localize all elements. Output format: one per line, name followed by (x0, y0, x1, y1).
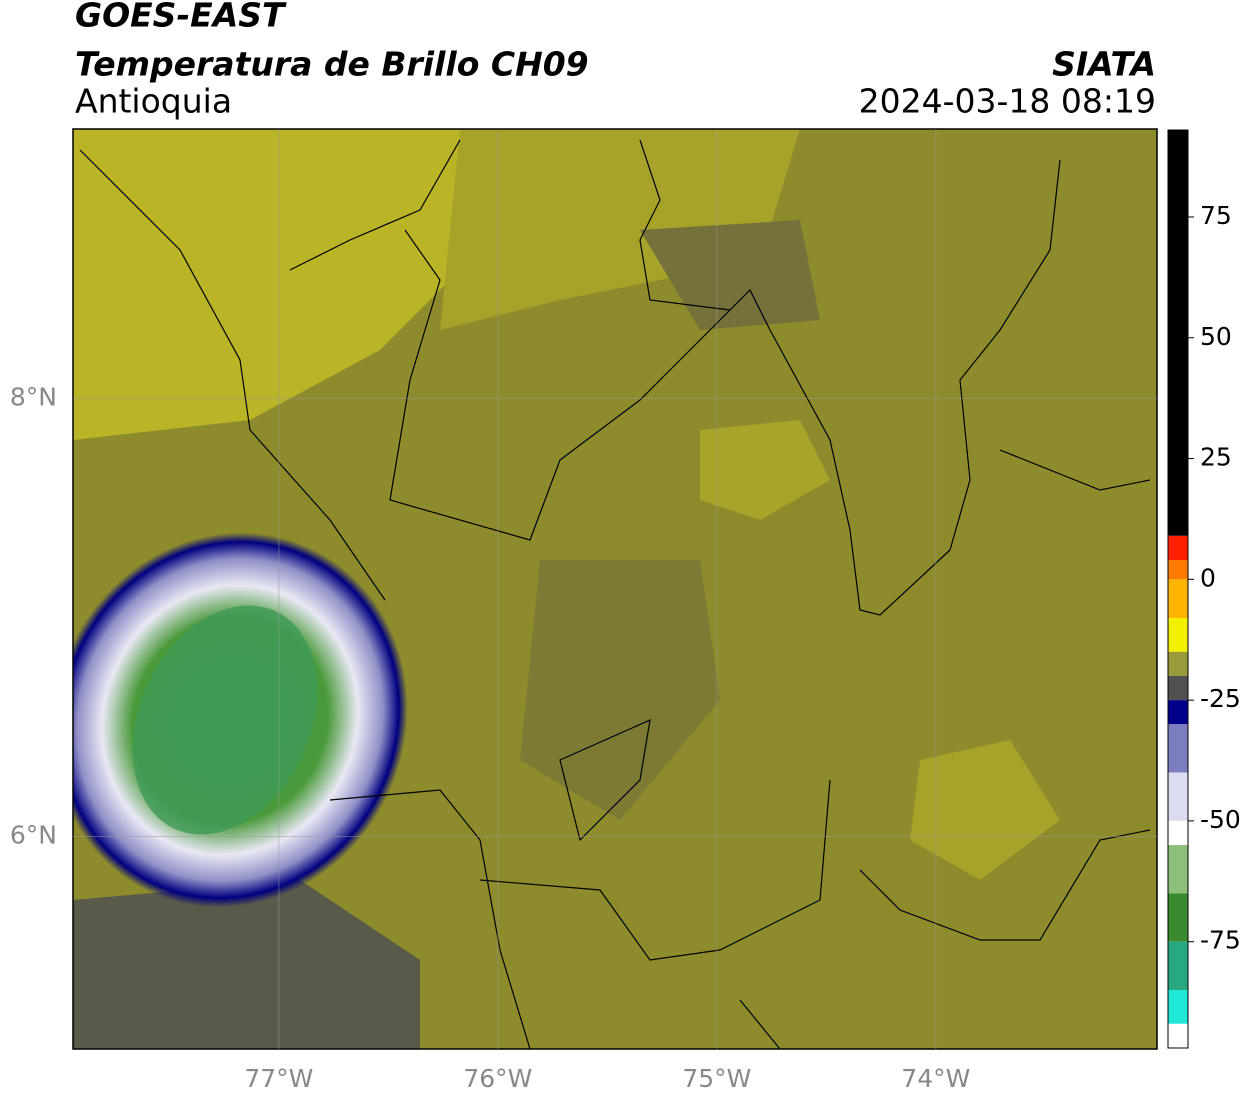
x-tick-label: 75°W (682, 1064, 751, 1093)
colorbar-segment (1168, 130, 1188, 536)
colorbar-segment (1168, 820, 1188, 846)
colorbar-segment (1168, 617, 1188, 652)
colorbar-segment (1168, 724, 1188, 773)
region: Antioquia (75, 82, 232, 121)
colorbar-tick-label: 0 (1200, 563, 1216, 592)
map-frame (72, 128, 1158, 1050)
colorbar-tick-label: -75 (1200, 926, 1241, 955)
colorbar-segment (1168, 893, 1188, 942)
colorbar-segment (1168, 772, 1188, 821)
colorbar-tick-label: 25 (1200, 443, 1232, 472)
map-image (73, 129, 1157, 1049)
x-tick-label: 74°W (901, 1064, 970, 1093)
colorbar-segment (1168, 560, 1188, 580)
datetime: 2024-03-18 08:19 (859, 82, 1156, 121)
colorbar-frame (1167, 129, 1189, 1049)
x-tick-label: 76°W (463, 1064, 532, 1093)
colorbar-segment (1168, 700, 1188, 725)
colorbar-tick-label: 50 (1200, 322, 1232, 351)
colorbar-tick-label: 75 (1200, 201, 1232, 230)
y-tick-label: 8°N (10, 382, 57, 411)
colorbar-segment (1168, 990, 1188, 1024)
colorbar-segment (1168, 579, 1188, 618)
colorbar-segment (1168, 941, 1188, 991)
y-tick-label: 6°N (10, 821, 57, 850)
title: GOES-EAST (75, 0, 287, 35)
source: SIATA (1052, 45, 1156, 84)
colorbar-tick-label: -25 (1200, 684, 1241, 713)
colorbar-segment (1168, 1023, 1188, 1048)
subtitle: Temperatura de Brillo CH09 (75, 45, 589, 84)
colorbar-segment (1168, 675, 1188, 701)
colorbar-segment (1168, 535, 1188, 561)
colorbar-segment (1168, 845, 1188, 894)
colorbar-segment (1168, 651, 1188, 676)
colorbar-tick-label: -50 (1200, 805, 1241, 834)
x-tick-label: 77°W (244, 1064, 313, 1093)
